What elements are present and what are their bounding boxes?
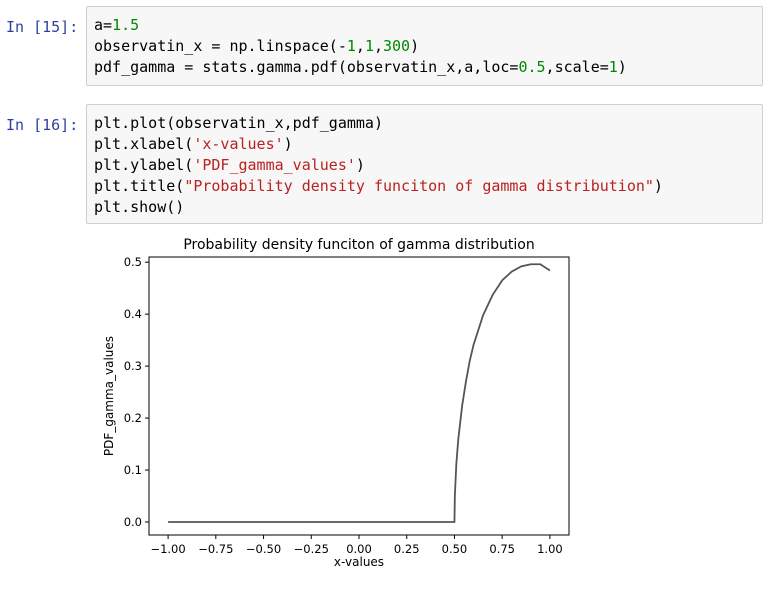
code-line: plt.plot(observatin_x,pdf_gamma) bbox=[87, 113, 762, 134]
x-tick-label: −1.00 bbox=[150, 542, 185, 556]
code-token: ) bbox=[283, 135, 293, 153]
code-token: plt.show() bbox=[94, 198, 185, 216]
code-token: ) bbox=[653, 177, 663, 195]
notebook-cell-16[interactable]: In [16]: plt.plot(observatin_x,pdf_gamma… bbox=[0, 102, 771, 230]
code-line: observatin_x = np.linspace(-1,1,300) bbox=[87, 36, 762, 57]
code-token: 'x-values' bbox=[193, 135, 284, 153]
x-tick-label: −0.50 bbox=[246, 542, 281, 556]
code-token: , bbox=[355, 37, 365, 55]
cell-output: Probability density funciton of gamma di… bbox=[100, 232, 570, 588]
y-tick-label: 0.4 bbox=[124, 307, 142, 321]
code-token: , bbox=[373, 37, 383, 55]
code-line: plt.ylabel('PDF_gamma_values') bbox=[87, 155, 762, 176]
y-tick-label: 0.2 bbox=[124, 411, 142, 425]
code-token: ) bbox=[355, 156, 365, 174]
x-tick-label: 1.00 bbox=[537, 542, 563, 556]
code-token: 1 bbox=[346, 37, 356, 55]
code-token: 0.5 bbox=[518, 58, 546, 76]
x-axis: −1.00 −0.75 −0.50 −0.25 0.00 0.25 0.50 0.75 1.00 bbox=[150, 535, 563, 556]
cell-prompt: In [15]: bbox=[6, 18, 79, 36]
x-tick-label: 0.50 bbox=[442, 542, 468, 556]
code-token: observatin_x = np.linspace(- bbox=[94, 37, 347, 55]
code-token: plt.title( bbox=[94, 177, 185, 195]
code-line: a=1.5 bbox=[87, 15, 762, 36]
code-input[interactable]: plt.plot(observatin_x,pdf_gamma) plt.xlab… bbox=[86, 104, 763, 224]
cell-prompt: In [16]: bbox=[6, 116, 79, 134]
code-token: 1.5 bbox=[112, 16, 140, 34]
series-line bbox=[168, 263, 551, 523]
code-token: 300 bbox=[383, 37, 411, 55]
code-token: ) bbox=[617, 58, 627, 76]
code-line: pdf_gamma = stats.gamma.pdf(observatin_x… bbox=[87, 57, 762, 78]
code-line: plt.title("Probability density funciton … bbox=[87, 176, 762, 197]
code-token: plt.plot(observatin_x,pdf_gamma) bbox=[94, 114, 383, 132]
y-tick-label: 0.0 bbox=[124, 515, 142, 529]
x-tick-label: −0.25 bbox=[294, 542, 329, 556]
y-tick-label: 0.5 bbox=[124, 255, 142, 269]
y-tick-label: 0.3 bbox=[124, 359, 142, 373]
code-token: plt.ylabel( bbox=[94, 156, 194, 174]
x-axis-label: x-values bbox=[334, 555, 384, 569]
code-line: plt.show() bbox=[87, 197, 762, 218]
notebook-cell-15[interactable]: In [15]: a=1.5 observatin_x = np.linspace… bbox=[0, 4, 771, 90]
y-axis-label: PDF_gamma_values bbox=[102, 336, 116, 456]
code-token: ,scale= bbox=[545, 58, 609, 76]
code-token: plt.xlabel( bbox=[94, 135, 194, 153]
code-token: pdf_gamma = stats.gamma.pdf(observatin_x… bbox=[94, 58, 519, 76]
plot-frame bbox=[148, 256, 570, 536]
code-line: plt.xlabel('x-values') bbox=[87, 134, 762, 155]
x-tick-label: 0.25 bbox=[394, 542, 420, 556]
code-block: plt.plot(observatin_x,pdf_gamma) plt.xlab… bbox=[87, 105, 762, 218]
y-axis: 0.0 0.1 0.2 0.3 0.4 0.5 bbox=[124, 255, 149, 529]
code-token: 1 bbox=[608, 58, 618, 76]
code-token: 'PDF_gamma_values' bbox=[193, 156, 356, 174]
code-token: ) bbox=[410, 37, 420, 55]
code-token: a= bbox=[94, 16, 113, 34]
chart-title: Probability density funciton of gamma di… bbox=[183, 237, 534, 253]
code-block: a=1.5 observatin_x = np.linspace(-1,1,300… bbox=[87, 7, 762, 78]
x-tick-label: 0.00 bbox=[346, 542, 372, 556]
x-tick-label: 0.75 bbox=[489, 542, 515, 556]
gamma-pdf-plot: Probability density funciton of gamma di… bbox=[102, 237, 570, 569]
code-token: "Probability density funciton of gamma d… bbox=[184, 177, 654, 195]
code-input[interactable]: a=1.5 observatin_x = np.linspace(-1,1,300… bbox=[86, 6, 763, 86]
y-tick-label: 0.1 bbox=[124, 463, 142, 477]
code-token: 1 bbox=[364, 37, 374, 55]
x-tick-label: −0.75 bbox=[198, 542, 233, 556]
